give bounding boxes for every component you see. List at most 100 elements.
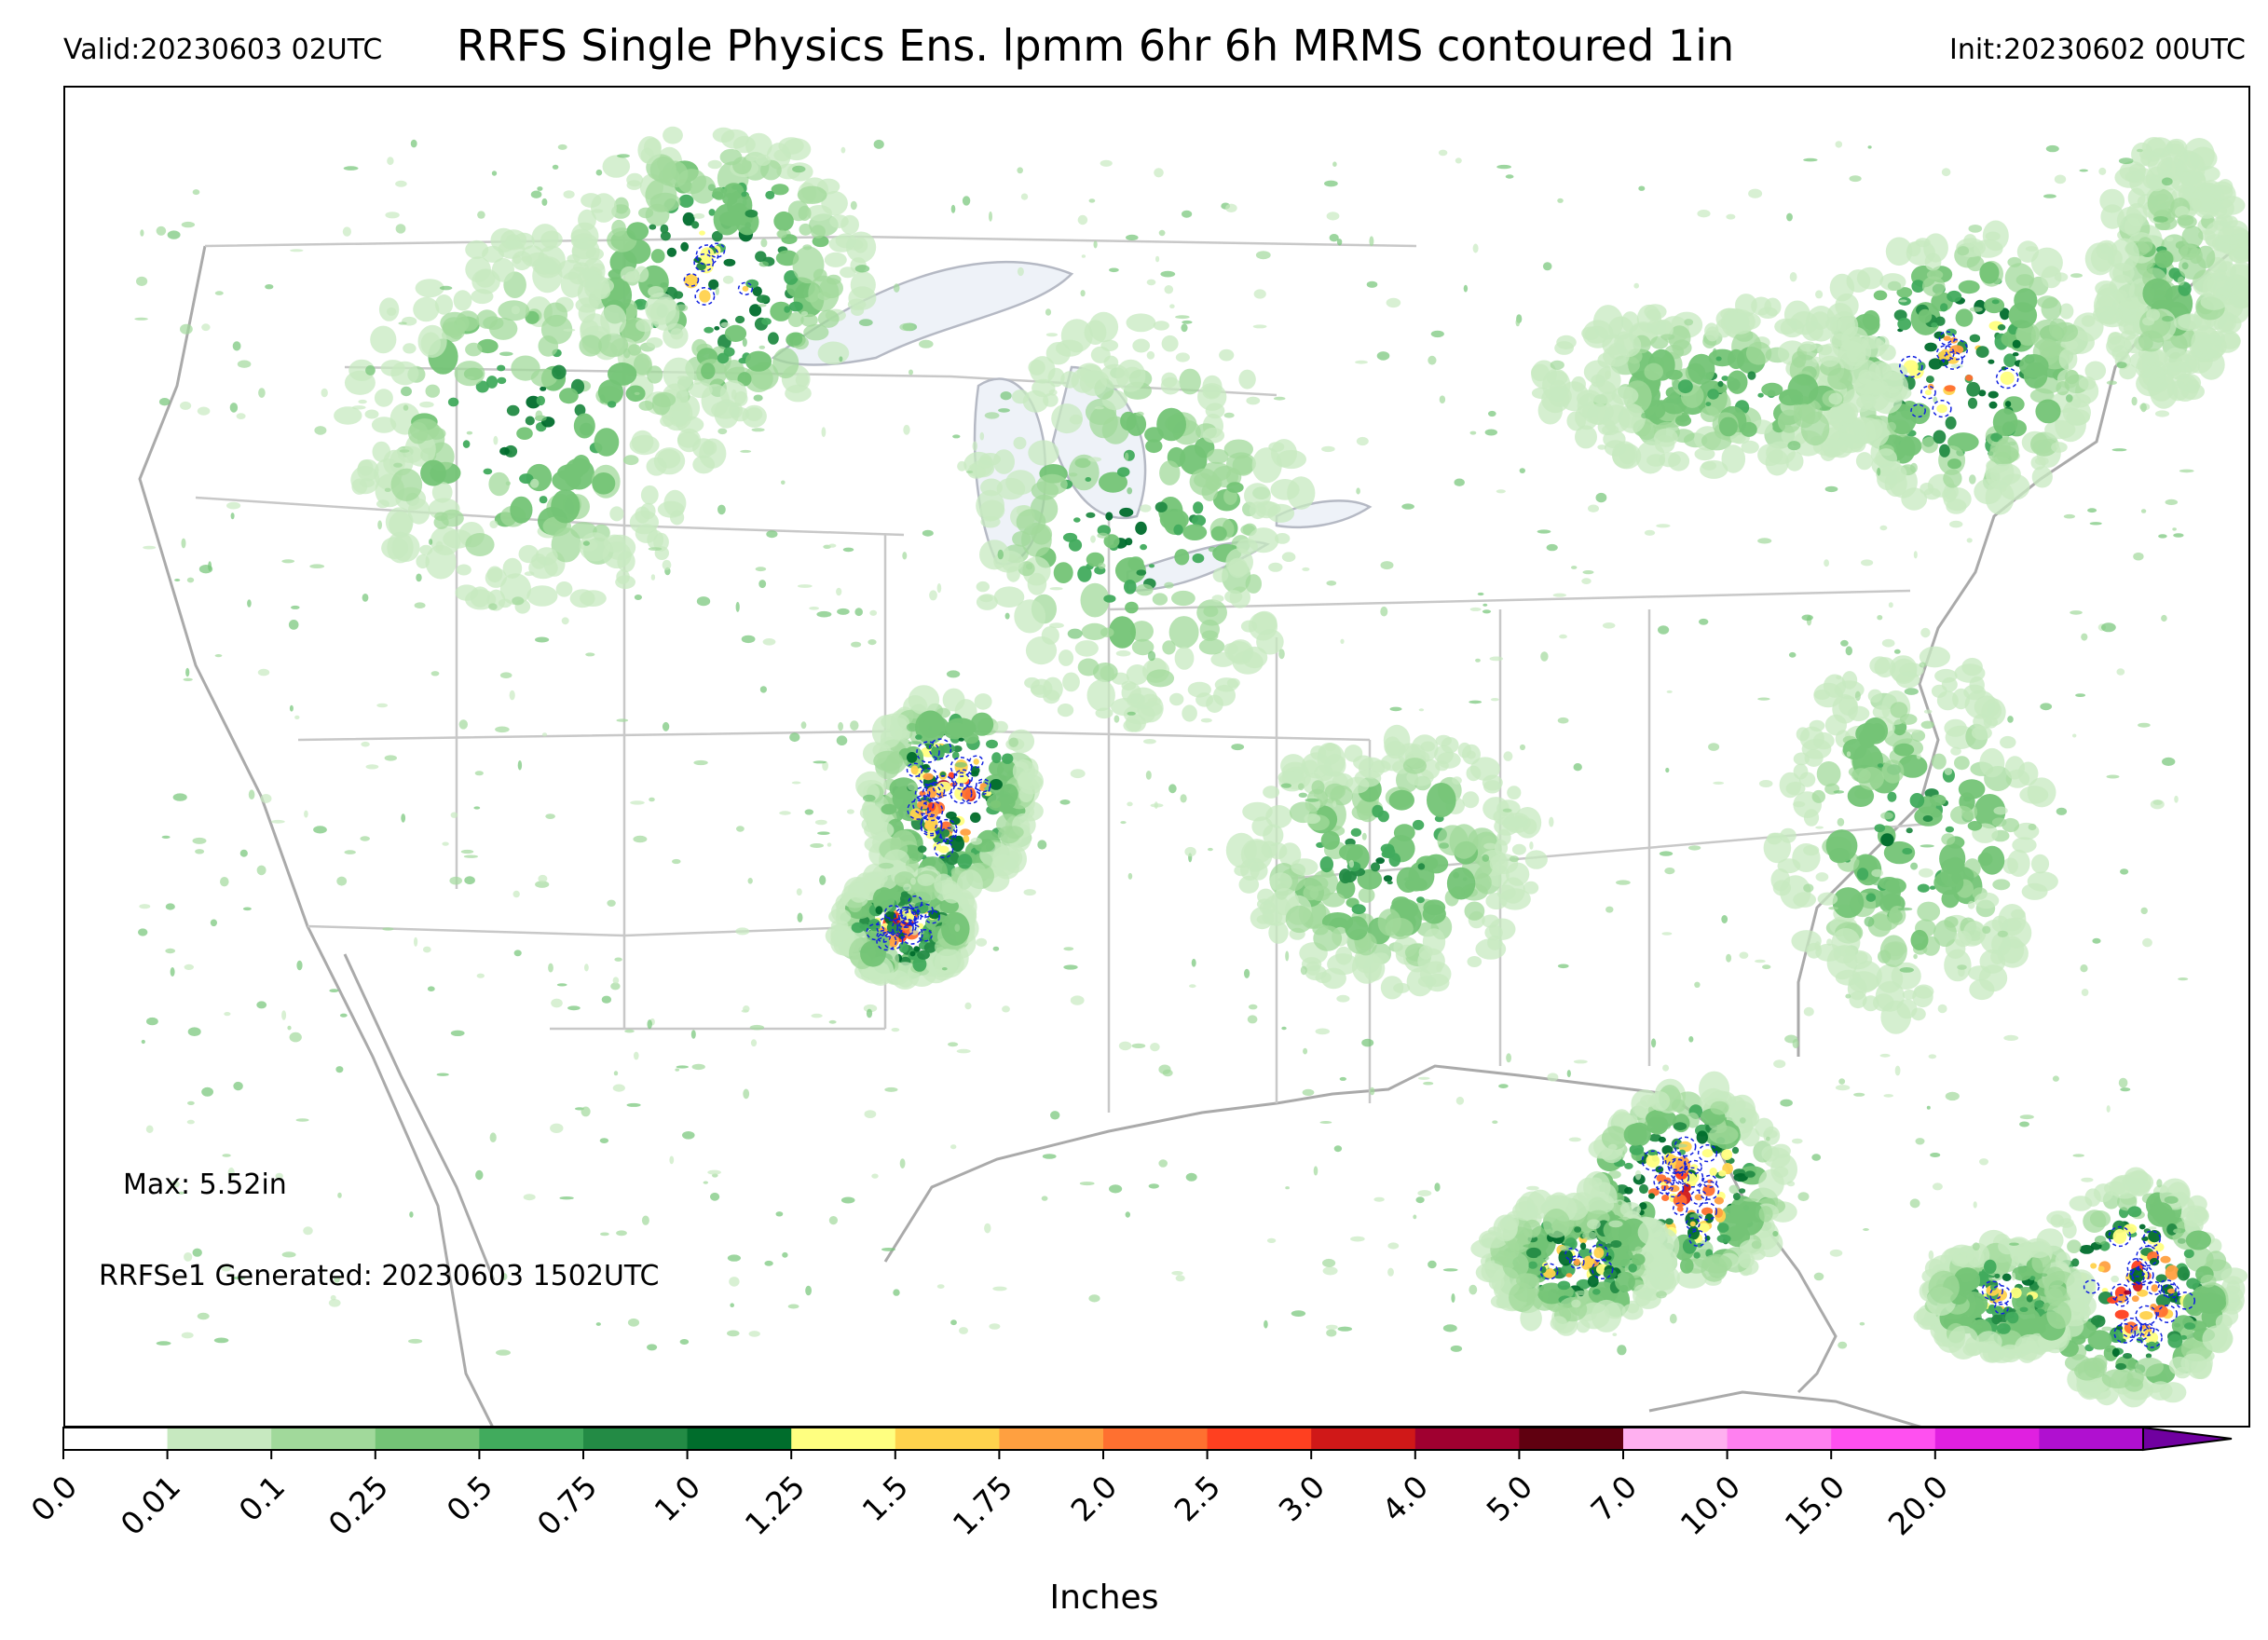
precip-cell — [1388, 789, 1415, 811]
precip-cell — [717, 352, 730, 364]
precip-speckle — [1278, 649, 1285, 660]
precip-speckle — [616, 1230, 627, 1237]
precip-cell — [635, 319, 654, 333]
precip-cell — [755, 251, 767, 263]
precip-cell — [440, 311, 470, 335]
precip-speckle — [753, 394, 763, 402]
precip-speckle — [343, 166, 359, 171]
colorbar-tick-label: 0.01 — [113, 1468, 188, 1543]
precip-cell — [1393, 824, 1415, 841]
precip-cell — [516, 427, 533, 441]
precip-cell — [389, 511, 413, 539]
precip-speckle — [893, 1289, 900, 1296]
mrms-contour — [1910, 403, 1926, 418]
precip-cell — [2058, 348, 2078, 371]
colorbar-tick-label: 0.0 — [23, 1468, 84, 1529]
precip-cell — [1251, 447, 1282, 484]
precip-cell — [1896, 999, 1918, 1019]
precip-cell — [958, 737, 964, 742]
precip-speckle — [800, 721, 807, 730]
precip-speckle — [541, 198, 548, 206]
precip-speckle — [1361, 832, 1367, 840]
precip-speckle — [1803, 883, 1814, 893]
precip-cell — [745, 350, 772, 372]
precip-cell — [1738, 1251, 1755, 1269]
precip-speckle — [1674, 1143, 1687, 1148]
precip-speckle — [800, 310, 809, 317]
precip-cell — [2160, 1255, 2171, 1264]
mrms-contour — [1899, 355, 1923, 378]
precip-cell — [921, 764, 929, 770]
precip-cell — [530, 368, 557, 388]
precip-speckle — [1127, 872, 1133, 880]
mrms-contour — [1935, 345, 1955, 362]
precip-speckle — [1815, 826, 1824, 829]
precip-cell — [1575, 425, 1597, 449]
precip-speckle — [846, 809, 854, 814]
precip-cell — [1920, 436, 1938, 454]
precip-speckle — [1566, 1070, 1571, 1078]
precip-cell — [868, 919, 881, 932]
precip-cell — [1761, 1145, 1780, 1162]
precip-cell — [1062, 532, 1078, 542]
precip-speckle — [1803, 1006, 1814, 1017]
precip-speckle — [2118, 1077, 2128, 1088]
mrms-contour — [1942, 350, 1963, 370]
precip-cell — [2078, 376, 2097, 390]
precip-cell — [1353, 755, 1374, 771]
precip-speckle — [2019, 1121, 2029, 1128]
precip-cell — [2046, 1300, 2072, 1330]
precip-cell — [1068, 454, 1100, 491]
precip-cell — [2110, 238, 2139, 272]
precip-cell — [1321, 892, 1346, 908]
precip-cell — [1674, 415, 1692, 427]
precip-speckle — [1175, 352, 1190, 362]
precip-speckle — [1726, 953, 1732, 963]
precip-speckle — [290, 249, 304, 253]
precip-cell — [1502, 816, 1524, 831]
precip-cell — [1676, 1206, 1684, 1212]
precip-speckle — [1993, 806, 2008, 815]
precip-speckle — [1175, 1275, 1185, 1282]
precip-speckle — [313, 826, 327, 834]
precip-cell — [1872, 704, 1891, 719]
precip-speckle — [1248, 1004, 1258, 1010]
precip-speckle — [623, 348, 631, 359]
precip-cell — [1656, 1174, 1667, 1182]
precip-speckle — [972, 441, 978, 451]
precip-speckle — [936, 1284, 945, 1289]
precip-cell — [374, 389, 393, 407]
precip-cell — [1998, 1237, 2017, 1255]
precip-cell — [2143, 1326, 2151, 1333]
precip-cell — [1380, 976, 1404, 1000]
precip-cell — [1701, 1255, 1728, 1282]
precip-speckle — [1612, 1332, 1618, 1336]
precip-cell — [1268, 562, 1283, 572]
mrms-contour — [2136, 1245, 2159, 1267]
precip-speckle — [1824, 559, 1829, 567]
precip-speckle — [1582, 570, 1594, 575]
precip-cell — [1902, 990, 1917, 1000]
precip-speckle — [384, 755, 397, 761]
precip-cell — [812, 235, 829, 248]
precip-speckle — [868, 639, 877, 646]
precip-cell — [971, 766, 980, 775]
precip-cell — [1434, 745, 1454, 765]
precip-speckle — [1469, 700, 1482, 704]
precip-speckle — [1568, 1137, 1581, 1142]
precip-cell — [1919, 646, 1950, 668]
colorbar-segment — [2039, 1428, 2144, 1450]
precip-cell — [2043, 1266, 2066, 1289]
precip-speckle — [1436, 964, 1442, 973]
precip-cell — [1002, 753, 1014, 764]
precip-cell — [1699, 1071, 1730, 1107]
precip-speckle — [409, 1211, 414, 1218]
precip-cell — [938, 845, 950, 854]
precip-speckle — [181, 1332, 194, 1339]
precip-cell — [2066, 1269, 2097, 1304]
precip-speckle — [545, 813, 555, 819]
precip-cell — [1913, 984, 1934, 999]
precip-speckle — [1008, 737, 1018, 747]
precip-speckle — [884, 1086, 898, 1092]
precip-speckle — [919, 339, 934, 348]
